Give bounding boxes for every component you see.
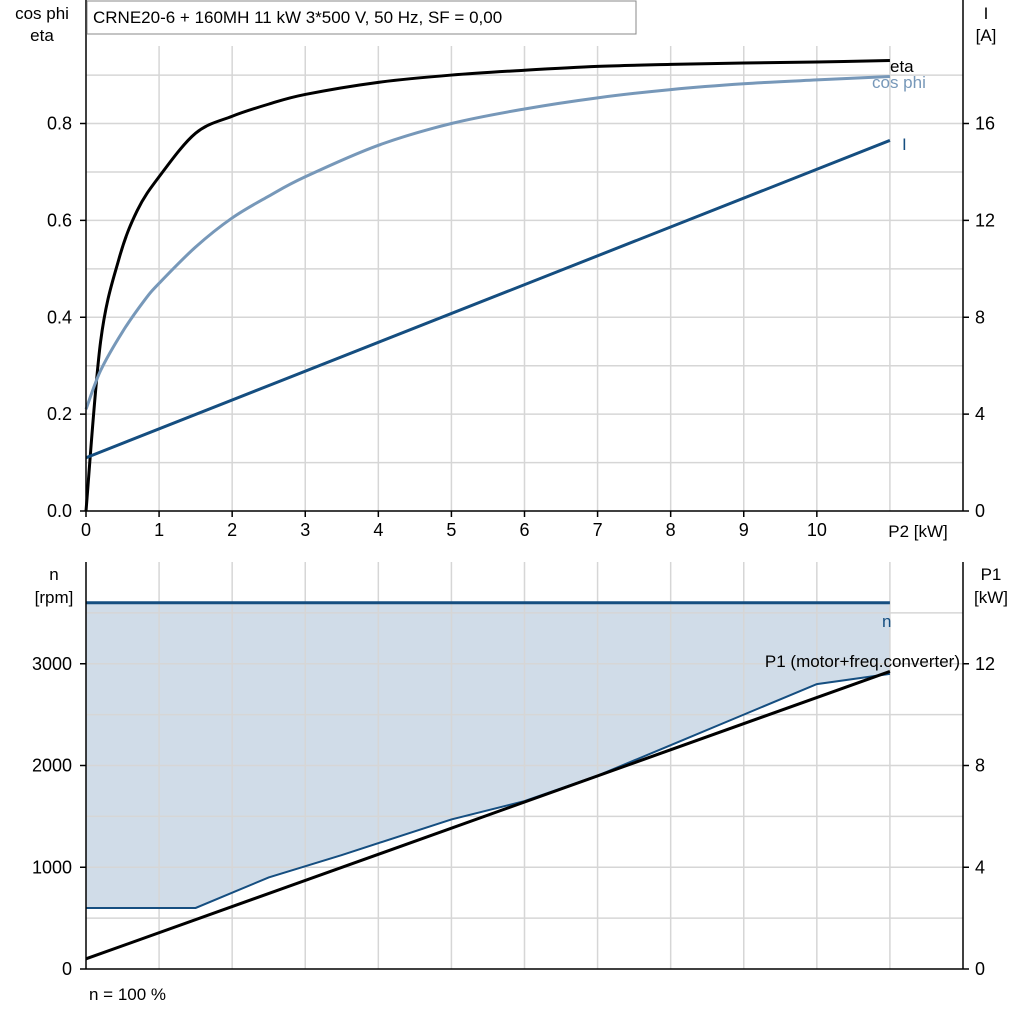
bottom-right-ticks: 0 4 8 12: [963, 654, 995, 979]
top-left-tick-label: 0.8: [47, 114, 72, 134]
bottom-right-tick-label: 0: [975, 959, 985, 979]
series-label-current: I: [902, 135, 907, 154]
bottom-right-tick-label: 12: [975, 654, 995, 674]
top-x-ticks: 0 1 2 3 4 5 6 7 8 9 10: [81, 511, 827, 540]
bottom-fill-group: [86, 602, 890, 908]
top-left-tick-label: 0.4: [47, 307, 72, 327]
bottom-series: [85, 601, 891, 961]
top-right-tick-label: 8: [975, 307, 985, 327]
top-right-axis-title-line2: [A]: [976, 26, 997, 45]
bottom-left-ticks: 0 1000 2000 3000: [32, 654, 86, 979]
top-x-tick-label: 9: [739, 520, 749, 540]
operating-range-fill: [86, 602, 890, 908]
series-line-cos-phi: [84, 75, 890, 410]
top-right-ticks: 0 4 8 12 16: [963, 114, 995, 521]
bottom-left-tick-label: 0: [62, 959, 72, 979]
top-x-tick-label: 8: [666, 520, 676, 540]
series-label-speed: n: [882, 612, 891, 631]
top-right-tick-label: 4: [975, 404, 985, 424]
top-x-tick-label: 6: [519, 520, 529, 540]
top-right-tick-label: 12: [975, 210, 995, 230]
bottom-right-tick-label: 8: [975, 756, 985, 776]
series-label-eta: eta: [890, 57, 914, 76]
top-x-tick-label: 7: [593, 520, 603, 540]
top-right-tick-label: 16: [975, 114, 995, 134]
bottom-right-tick-label: 4: [975, 857, 985, 877]
series-line-i: [85, 139, 891, 460]
top-left-tick-label: 0.6: [47, 210, 72, 230]
series-line-eta: [84, 59, 890, 512]
series-label-cos-phi: cos phi: [872, 73, 926, 92]
bottom-left-axis-title-line1: n: [49, 565, 58, 584]
bottom-right-axis-title-line1: P1: [981, 565, 1002, 584]
top-x-tick-label: 0: [81, 520, 91, 540]
top-left-ticks: 0.0 0.2 0.4 0.6 0.8: [47, 114, 86, 521]
top-left-tick-label: 0.0: [47, 501, 72, 521]
bottom-left-tick-label: 1000: [32, 857, 72, 877]
top-x-tick-label: 10: [807, 520, 827, 540]
bottom-left-tick-label: 3000: [32, 654, 72, 674]
top-left-tick-label: 0.2: [47, 404, 72, 424]
top-x-tick-label: 3: [300, 520, 310, 540]
footer-note: n = 100 %: [89, 985, 166, 1004]
top-x-tick-label: 1: [154, 520, 164, 540]
bottom-right-axis-title-line2: [kW]: [974, 588, 1008, 607]
top-grid: [86, 46, 963, 511]
title-box: [86, 0, 637, 35]
top-series: [84, 59, 891, 512]
top-left-axis-title-line1: cos phi: [15, 4, 69, 23]
bottom-grid: [86, 562, 963, 969]
top-x-tick-label: 5: [446, 520, 456, 540]
top-x-axis-title: P2 [kW]: [888, 522, 948, 541]
series-label-p1: P1 (motor+freq.converter): [765, 652, 960, 671]
bottom-left-tick-label: 2000: [32, 756, 72, 776]
top-x-tick-label: 4: [373, 520, 383, 540]
series-line-p1: [85, 669, 891, 961]
top-x-tick-label: 2: [227, 520, 237, 540]
top-left-axis-title-line2: eta: [30, 26, 54, 45]
bottom-panel: 0 1000 2000 3000 0 4 8 12 n [rpm] P1 [kW] n P1…: [32, 562, 1008, 1004]
top-right-tick-label: 0: [975, 501, 985, 521]
chart-title: CRNE20-6 + 160MH 11 kW 3*500 V, 50 Hz, S…: [93, 8, 502, 27]
bottom-left-axis-title-line2: [rpm]: [35, 588, 74, 607]
top-right-axis-title-line1: I: [984, 4, 989, 23]
